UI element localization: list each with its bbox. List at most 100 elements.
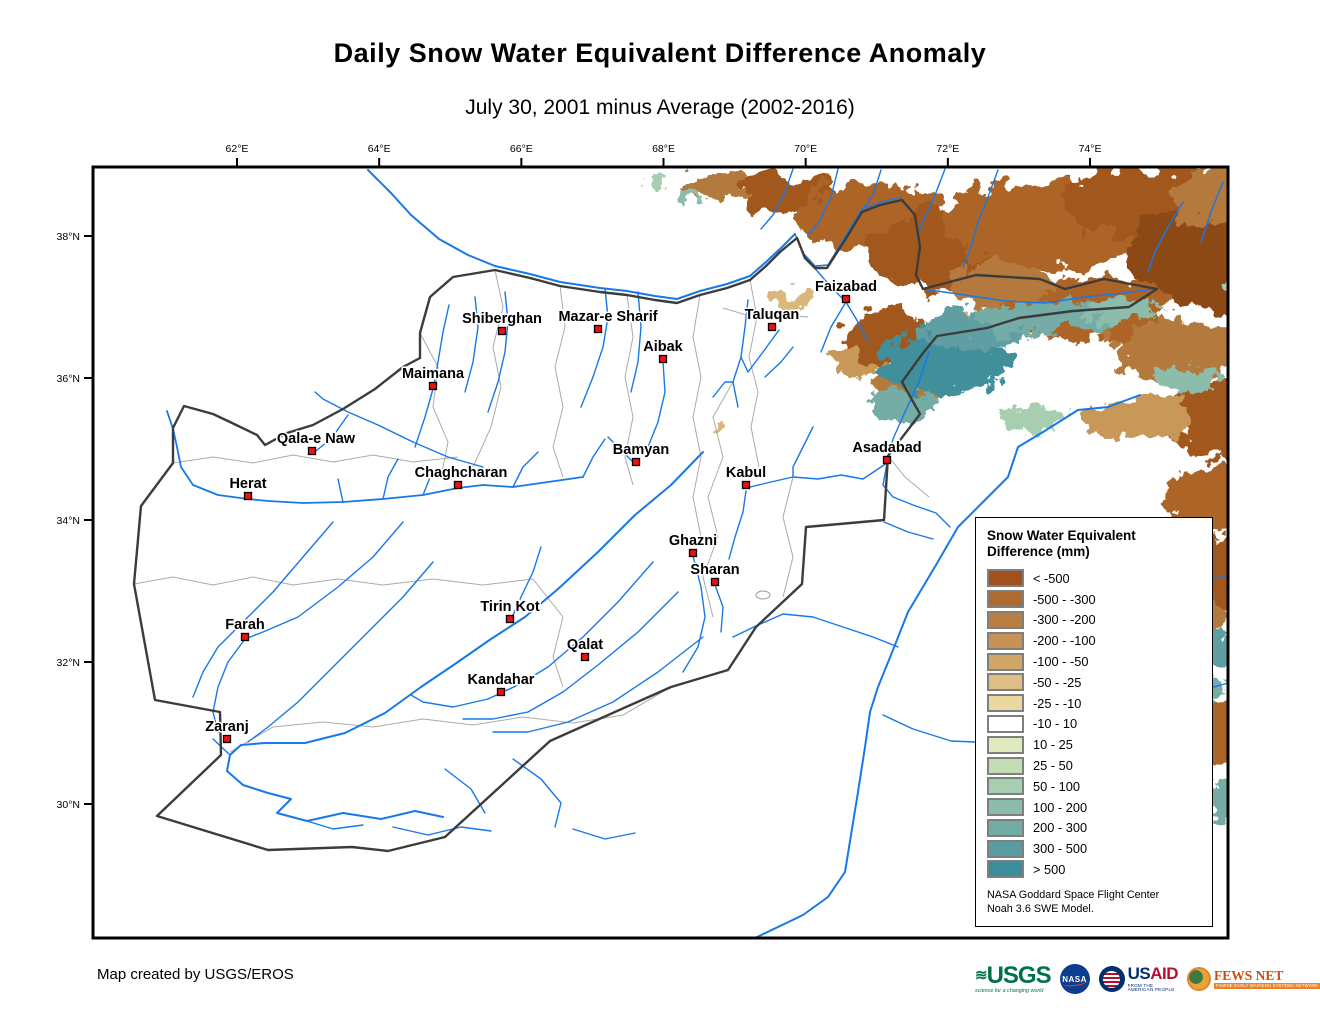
- legend-rows: < -500 -500 - -300 -300 - -200 -200 - -100 -…: [987, 568, 1202, 880]
- usaid-wordmark-us: US: [1127, 964, 1151, 984]
- legend-swatch: [987, 777, 1024, 796]
- legend-item: -50 - -25: [987, 672, 1202, 693]
- city-marker: [453, 480, 463, 490]
- fewsnet-tagline: FAMINE EARLY WARNING SYSTEMS NETWORK: [1214, 983, 1320, 990]
- usgs-tagline: science for a changing world: [975, 987, 1044, 994]
- city-marker: [496, 687, 506, 697]
- legend-label: 200 - 300: [1033, 820, 1088, 836]
- lon-tick-label: 62°E: [226, 143, 249, 155]
- province-boundaries: [133, 269, 930, 753]
- fewsnet-logo: FEWS NET FAMINE EARLY WARNING SYSTEMS NE…: [1187, 967, 1320, 991]
- legend-label: 300 - 500: [1033, 841, 1088, 857]
- city-zaranj: Zaranj: [204, 718, 250, 744]
- legend-label: < -500: [1033, 570, 1070, 586]
- legend-item: 25 - 50: [987, 755, 1202, 776]
- city-qala-e-naw: Qala-e Naw: [275, 430, 357, 456]
- city-label: Taluqan: [745, 307, 800, 323]
- city-marker: [240, 632, 250, 642]
- city-label: Ghazni: [669, 533, 717, 549]
- legend-label: 25 - 50: [1033, 758, 1073, 773]
- city-marker: [307, 446, 317, 456]
- map-credit: Map created by USGS/EROS: [97, 966, 294, 983]
- legend-swatch: [987, 652, 1024, 671]
- legend-swatch: [987, 818, 1024, 837]
- city-aibak: Aibak: [642, 338, 685, 364]
- legend-item: > 500: [987, 859, 1202, 880]
- city-label: Mazar-e Sharif: [558, 309, 657, 325]
- lat-tick-label: 30°N: [57, 799, 80, 811]
- city-label: Kandahar: [468, 672, 535, 688]
- legend-swatch: [987, 860, 1024, 879]
- legend-label: 10 - 25: [1033, 737, 1073, 753]
- city-maimana: Maimana: [400, 365, 466, 391]
- legend-swatch: [987, 735, 1024, 754]
- city-mazar-e-sharif: Mazar-e Sharif: [557, 308, 659, 334]
- lon-tick-label: 70°E: [794, 143, 817, 155]
- city-herat: Herat: [228, 475, 268, 501]
- legend-item: -25 - -10: [987, 693, 1202, 714]
- usaid-wordmark-aid: AID: [1150, 964, 1178, 984]
- legend-item: -500 - -300: [987, 589, 1202, 610]
- legend-label: -500 - -300: [1033, 591, 1096, 607]
- legend-label: 100 - 200: [1033, 799, 1088, 815]
- city-kabul: Kabul: [724, 464, 768, 490]
- city-layer: Maimana Shiberghan Mazar-e Sharif Aibak Talu…: [204, 278, 923, 744]
- legend-item: 200 - 300: [987, 818, 1202, 839]
- lon-tick-label: 64°E: [368, 143, 391, 155]
- city-taluqan: Taluqan: [743, 306, 801, 332]
- city-marker: [688, 548, 698, 558]
- city-marker: [593, 324, 603, 334]
- city-label: Sharan: [690, 562, 739, 578]
- city-qalat: Qalat: [565, 636, 605, 662]
- legend-item: 100 - 200: [987, 797, 1202, 818]
- city-marker: [505, 614, 515, 624]
- city-label: Bamyan: [613, 442, 669, 458]
- usgs-logo: ≋ USGS science for a changing world: [975, 963, 1052, 994]
- legend-label: -300 - -200: [1033, 612, 1096, 628]
- usgs-waves-icon: ≋: [975, 967, 988, 985]
- legend-item: -300 - -200: [987, 610, 1202, 631]
- city-label: Chaghcharan: [415, 465, 508, 481]
- legend-title-line1: Snow Water Equivalent: [987, 528, 1136, 543]
- city-tirin-kot: Tirin Kot: [479, 598, 541, 624]
- city-marker: [497, 326, 507, 336]
- legend-swatch: [987, 714, 1024, 733]
- legend-label: -50 - -25: [1033, 674, 1082, 690]
- city-marker: [580, 652, 590, 662]
- city-label: Qala-e Naw: [277, 431, 356, 447]
- usaid-tagline: FROM THE AMERICAN PEOPLE: [1127, 982, 1175, 993]
- legend-item: -100 - -50: [987, 651, 1202, 672]
- city-shiberghan: Shiberghan: [461, 310, 543, 336]
- nasa-wordmark: NASA: [1062, 974, 1087, 984]
- legend-swatch: [987, 610, 1024, 629]
- legend-item: -10 - 10: [987, 714, 1202, 735]
- legend-title: Snow Water Equivalent Difference (mm): [987, 528, 1202, 561]
- legend-label: -25 - -10: [1033, 695, 1082, 711]
- legend-label: -200 - -100: [1033, 633, 1096, 649]
- city-sharan: Sharan: [689, 561, 741, 587]
- legend-item: 50 - 100: [987, 776, 1202, 797]
- lon-tick-label: 68°E: [652, 143, 675, 155]
- legend-label: -100 - -50: [1033, 654, 1089, 670]
- legend-label: > 500: [1033, 861, 1066, 877]
- legend-swatch: [987, 590, 1024, 609]
- city-label: Zaranj: [205, 719, 249, 735]
- page-title: Daily Snow Water Equivalent Difference A…: [333, 38, 987, 68]
- legend-note-line1: NASA Goddard Space Flight Center: [987, 888, 1160, 901]
- legend-item: -200 - -100: [987, 630, 1202, 651]
- legend-swatch: [987, 839, 1024, 858]
- graticule-ticks: 62°E 64°E 66°E 68°E 70°E 72°E 74°E 38°N 36°N 34°N…: [57, 143, 1102, 811]
- city-marker: [741, 480, 751, 490]
- usaid-logo: USAID FROM THE AMERICAN PEOPLE: [1098, 964, 1178, 993]
- city-marker: [222, 734, 232, 744]
- legend-swatch: [987, 673, 1024, 692]
- city-label: Qalat: [567, 637, 603, 653]
- usaid-seal-icon: [1098, 966, 1125, 992]
- map-frame: [91, 165, 1230, 940]
- legend-swatch: [987, 631, 1024, 650]
- legend-title-line2: Difference (mm): [987, 544, 1090, 560]
- lat-tick-label: 38°N: [57, 231, 80, 243]
- lon-tick-label: 74°E: [1079, 143, 1102, 155]
- legend-item: 300 - 500: [987, 838, 1202, 859]
- city-label: Asadabad: [852, 440, 921, 456]
